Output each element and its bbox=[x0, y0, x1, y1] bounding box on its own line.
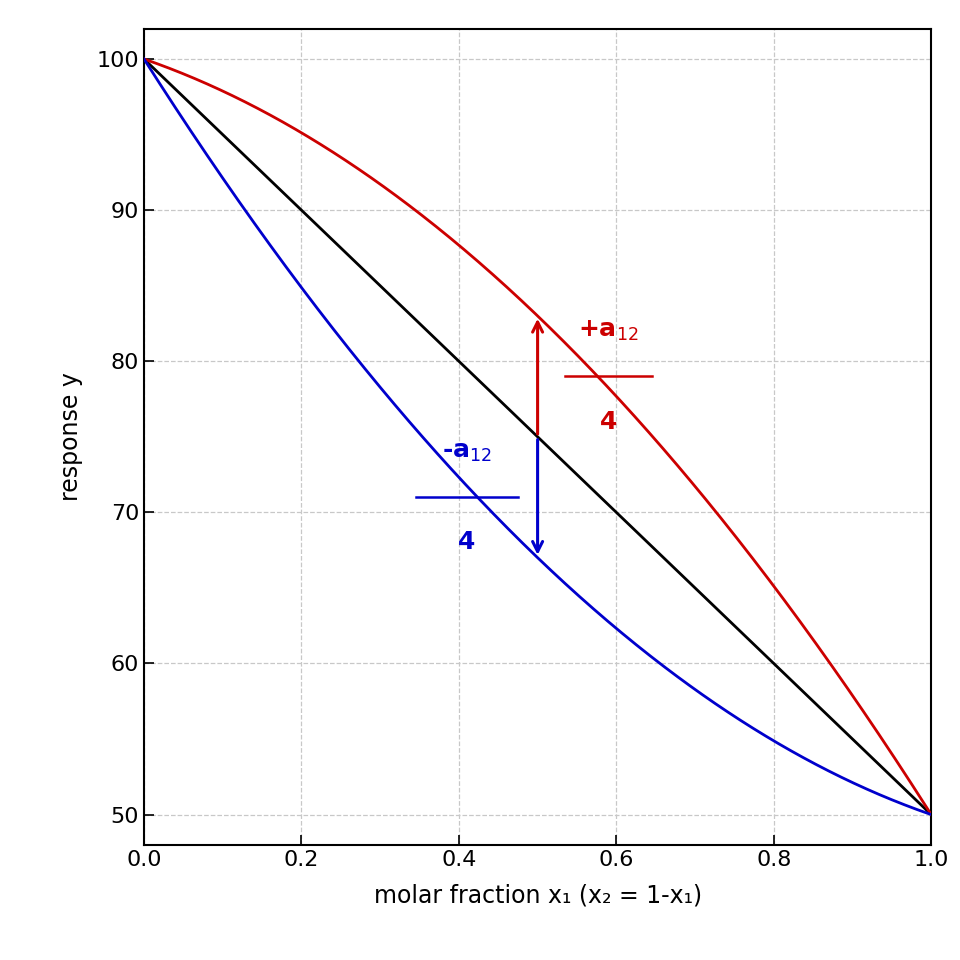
Text: 4: 4 bbox=[458, 531, 475, 555]
X-axis label: molar fraction x₁ (x₂ = 1-x₁): molar fraction x₁ (x₂ = 1-x₁) bbox=[373, 883, 702, 907]
Text: -a$_{12}$: -a$_{12}$ bbox=[442, 440, 492, 464]
Y-axis label: response y: response y bbox=[59, 372, 83, 501]
Text: 4: 4 bbox=[600, 410, 617, 434]
Text: +a$_{12}$: +a$_{12}$ bbox=[578, 319, 638, 343]
